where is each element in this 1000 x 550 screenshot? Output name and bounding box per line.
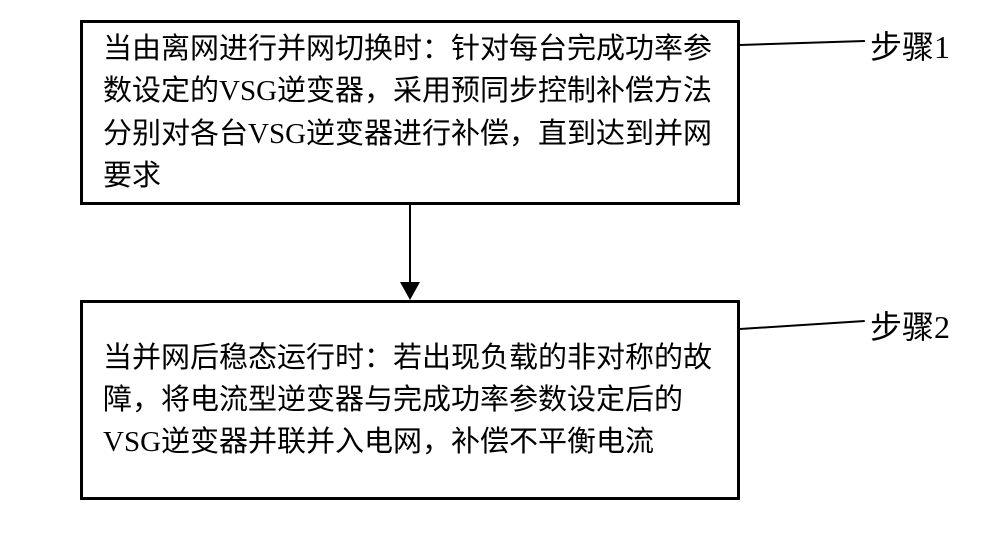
step-1-label: 步骤1 <box>870 22 950 68</box>
step-2-text: 当并网后稳态运行时：若出现负载的非对称的故障，将电流型逆变器与完成功率参数设定后… <box>103 337 717 463</box>
leader-line-2 <box>740 320 865 330</box>
leader-line-1 <box>740 40 865 46</box>
arrow-shaft <box>409 205 411 285</box>
flowchart-step-2: 当并网后稳态运行时：若出现负载的非对称的故障，将电流型逆变器与完成功率参数设定后… <box>80 300 740 500</box>
step-2-label: 步骤2 <box>870 302 950 348</box>
step-1-text: 当由离网进行并网切换时：针对每台完成功率参数设定的VSG逆变器，采用预同步控制补… <box>103 28 717 196</box>
arrow-head-icon <box>400 282 420 300</box>
flowchart-step-1: 当由离网进行并网切换时：针对每台完成功率参数设定的VSG逆变器，采用预同步控制补… <box>80 20 740 205</box>
